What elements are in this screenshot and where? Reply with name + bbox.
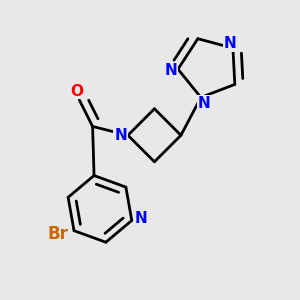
Text: N: N: [224, 36, 236, 51]
Text: N: N: [135, 212, 148, 226]
Text: O: O: [70, 84, 83, 99]
Text: N: N: [197, 96, 210, 111]
Text: N: N: [114, 128, 127, 143]
Text: N: N: [164, 63, 177, 78]
Text: Br: Br: [47, 225, 68, 243]
